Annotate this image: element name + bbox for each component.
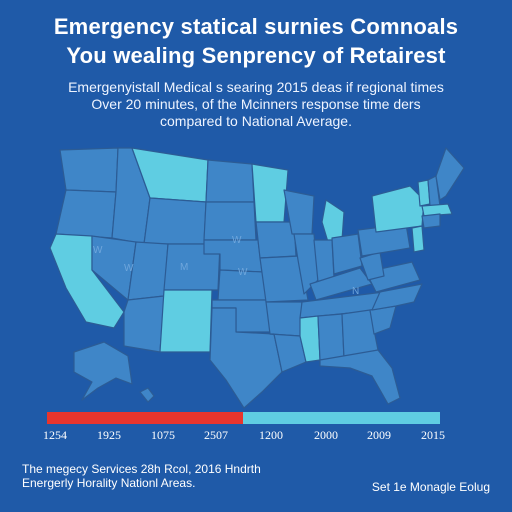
state-label: W bbox=[238, 267, 248, 278]
scale-tick-label: 1075 bbox=[151, 428, 175, 442]
state-louisiana bbox=[269, 333, 307, 373]
scale-bar-cyan bbox=[243, 412, 440, 424]
state-north-carolina bbox=[371, 283, 423, 311]
scale-tick-label: 2000 bbox=[314, 428, 338, 442]
subtitle-line-2: Over 20 minutes, of the Mcinners respons… bbox=[91, 96, 421, 112]
map-title-line-2: You wealing Senprency of Retairest bbox=[66, 43, 446, 68]
state-mississippi bbox=[299, 315, 321, 363]
state-label: W bbox=[124, 263, 134, 274]
scale-bar-red bbox=[47, 412, 243, 424]
map-title-line-1: Emergency statical surnies Comnoals bbox=[53, 14, 459, 39]
state-oregon bbox=[55, 189, 117, 239]
scale-tick-label: 1254 bbox=[43, 428, 67, 442]
state-texas bbox=[209, 307, 283, 409]
state-south-dakota bbox=[203, 201, 257, 241]
state-massachusetts bbox=[421, 203, 453, 217]
state-arizona bbox=[123, 295, 165, 353]
state-alaska bbox=[73, 341, 133, 401]
state-arkansas bbox=[265, 301, 303, 337]
us-states-map: W W M W W N bbox=[49, 147, 465, 409]
scale-tick-label: 1925 bbox=[97, 428, 121, 442]
state-michigan bbox=[321, 199, 345, 243]
state-wyoming bbox=[143, 197, 207, 245]
footer-line-1: The megecy Services 28h Rcol, 2016 Hndrt… bbox=[22, 462, 261, 476]
scale-tick-label: 2015 bbox=[421, 428, 445, 442]
state-minnesota bbox=[251, 163, 289, 223]
state-washington bbox=[59, 147, 119, 193]
state-label: N bbox=[352, 286, 359, 297]
footer-right-note: Set 1e Monagle Eolug bbox=[371, 480, 490, 494]
subtitle-line-1: Emergenyistall Medical s searing 2015 de… bbox=[68, 79, 444, 95]
scale-tick-label: 2507 bbox=[204, 428, 228, 442]
state-maine bbox=[435, 147, 465, 201]
state-florida bbox=[319, 349, 401, 405]
subtitle-line-3: compared to National Average. bbox=[160, 113, 352, 129]
state-colorado bbox=[163, 243, 221, 291]
state-ohio bbox=[331, 233, 363, 275]
state-new-jersey bbox=[411, 225, 425, 253]
state-iowa bbox=[255, 221, 297, 259]
state-alabama bbox=[317, 313, 345, 361]
state-hawaii bbox=[139, 387, 155, 403]
state-new-york bbox=[371, 185, 425, 233]
footer-line-2: Energerly Horality Nationl Areas. bbox=[22, 476, 196, 490]
state-north-dakota bbox=[205, 159, 255, 203]
scale-tick-label: 1200 bbox=[259, 428, 283, 442]
state-label: W bbox=[93, 245, 103, 256]
state-indiana bbox=[313, 239, 335, 283]
state-missouri bbox=[259, 255, 309, 303]
state-label: M bbox=[180, 262, 188, 273]
state-new-mexico bbox=[159, 289, 213, 353]
scale-tick-label: 2009 bbox=[367, 428, 391, 442]
state-connecticut bbox=[421, 213, 441, 229]
state-label: W bbox=[232, 235, 242, 246]
